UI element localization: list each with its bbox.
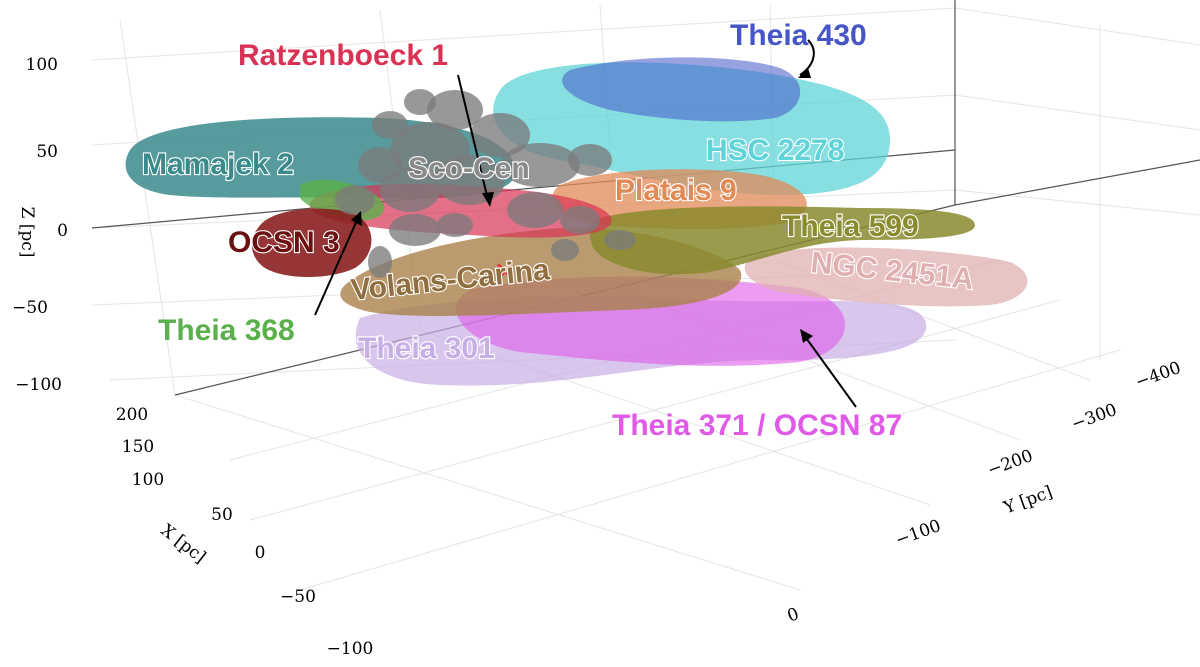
x-tick-label: −100 [327,639,374,659]
cluster-shape-theia430 [562,57,801,122]
z-tick-label: −50 [12,298,48,318]
y-tick-label: 0 [785,604,802,626]
x-tick-label: 150 [122,437,154,457]
cluster-label-theia430: Theia 430 [730,19,867,52]
cluster-label-scocen: Sco-Cen [408,152,530,185]
z-tick-label: −100 [15,375,62,395]
center-marker-symbol: × [493,254,516,287]
cluster-label-mamajek2: Mamajek 2 [142,148,294,181]
z-axis-title: Z [pc] [17,207,37,258]
center-marker: × [493,254,516,287]
cluster-shape-theia599 [590,206,975,275]
z-tick-label: 100 [26,55,58,75]
cluster-label-ratz1: Ratzenboeck 1 [238,39,448,72]
x-tick-label: −50 [280,587,316,607]
y-tick-label: −200 [985,446,1036,481]
y-axis-title: Y [pc] [1000,482,1055,518]
cluster-shape-scocen [335,89,636,278]
cluster-label-theia301: Theia 301 [358,332,495,365]
x-tick-label: 100 [132,470,164,490]
y-tick-label: −100 [893,516,944,551]
cluster-shape-ocsn3 [251,208,372,277]
cluster-label-theia371: Theia 371 / OCSN 87 [612,409,902,442]
x-axis-title: X [pc] [157,520,210,567]
y-tick-label: −300 [1069,400,1120,435]
y-tick-label: −400 [1133,358,1184,393]
x-tick-label: 200 [116,405,148,425]
cluster-label-platais9: Platais 9 [615,174,737,207]
cluster-label-ocsn3: OCSN 3 [228,226,340,259]
cluster-label-theia599: Theia 599 [782,210,919,243]
annotation-arrows [314,39,857,408]
x-tick-label: 0 [255,543,266,563]
cluster-label-theia368: Theia 368 [158,314,295,347]
x-tick-label: 50 [211,505,233,525]
cluster-shape-ngc2451a [744,247,1028,307]
z-tick-label: 50 [36,142,58,162]
cluster-shapes [125,57,1028,386]
z-tick-label: 0 [57,221,68,241]
cluster-label-hsc2278: HSC 2278 [706,134,844,167]
